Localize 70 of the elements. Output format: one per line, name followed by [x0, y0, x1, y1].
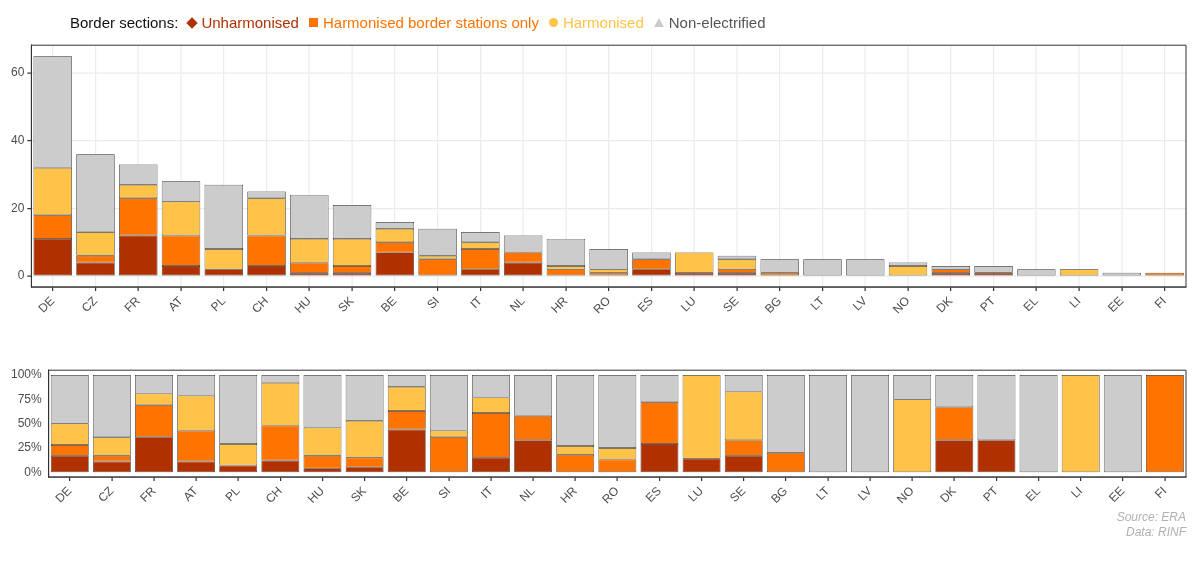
x-tick-label: SI	[435, 483, 454, 502]
x-tick-label: FI	[1151, 293, 1170, 312]
y-tick-label: 60	[10, 65, 25, 80]
x-tick-label: CZ	[95, 483, 117, 505]
x-tick-label: CH	[248, 293, 272, 316]
source-note: Source: ERA	[1115, 510, 1186, 525]
x-tick-label: IT	[478, 483, 496, 502]
x-tick-label: RO	[590, 293, 614, 317]
x-tick-label: HU	[304, 483, 327, 506]
legend-label: Harmonised	[561, 14, 644, 31]
x-tick-label: NL	[506, 293, 528, 315]
x-tick-label: FI	[1151, 483, 1170, 502]
x-tick-label: DE	[35, 293, 58, 316]
x-tick-label: IT	[467, 293, 486, 312]
y-tick-label: 25%	[17, 440, 43, 455]
x-tick-label: FR	[137, 483, 159, 505]
x-tick-label: NO	[889, 293, 913, 317]
x-tick-label: LU	[677, 293, 699, 315]
x-tick-label: CH	[262, 483, 285, 506]
x-tick-label: LT	[807, 293, 828, 313]
y-tick-label: 100%	[10, 367, 43, 382]
legend-title: Border sections:	[70, 14, 179, 31]
x-tick-label: BG	[762, 293, 785, 316]
x-tick-label: SK	[347, 483, 370, 505]
x-tick-label: LU	[685, 483, 707, 505]
x-tick-label: AT	[180, 483, 202, 504]
y-tick-label: 50%	[17, 415, 43, 430]
x-tick-label: NL	[516, 483, 538, 505]
x-tick-label: SI	[424, 293, 443, 312]
x-tick-label: ES	[642, 483, 664, 505]
x-tick-label: FR	[121, 293, 143, 315]
y-tick-label: 0%	[24, 464, 43, 479]
x-tick-label: HR	[548, 293, 571, 316]
x-tick-label: BG	[768, 483, 791, 506]
x-tick-label: HR	[557, 483, 580, 506]
x-tick-label: CZ	[78, 293, 100, 315]
x-tick-label: SE	[720, 293, 742, 315]
y-tick-label: 75%	[17, 391, 43, 406]
x-tick-label: PT	[980, 483, 1002, 505]
x-tick-label: AT	[165, 293, 186, 314]
y-tick-label: 0	[17, 268, 25, 283]
x-tick-label: EE	[1105, 293, 1127, 315]
x-tick-label: PL	[222, 483, 243, 505]
legend-label: Non-electrified	[667, 14, 766, 31]
x-tick-label: HU	[291, 293, 314, 316]
x-tick-label: NO	[894, 483, 917, 507]
x-tick-label: BE	[378, 293, 400, 315]
x-tick-label: EE	[1106, 483, 1128, 505]
x-tick-label: LV	[850, 293, 870, 314]
text: Data: RINF	[1125, 525, 1186, 540]
x-tick-label: PL	[207, 293, 229, 315]
y-tick-label: 40	[10, 133, 25, 148]
x-tick-label: ES	[634, 293, 656, 315]
y-tick-label: 20	[10, 200, 25, 215]
x-tick-label: RO	[599, 483, 622, 507]
x-tick-label: LI	[1068, 483, 1086, 501]
x-tick-label: EL	[1022, 483, 1044, 505]
x-tick-label: DE	[52, 483, 75, 506]
x-tick-label: PT	[977, 293, 999, 315]
x-tick-label: BE	[389, 483, 412, 505]
x-tick-label: LT	[813, 483, 833, 503]
x-tick-label: LI	[1066, 293, 1084, 311]
x-tick-label: DK	[937, 483, 959, 506]
x-tick-label: DK	[933, 293, 956, 316]
x-tick-label: SK	[335, 293, 357, 315]
legend-label: Unharmonised	[200, 14, 299, 31]
x-tick-label: SE	[726, 483, 749, 505]
legend-label: Harmonised border stations only	[321, 14, 539, 31]
x-tick-label: LV	[854, 483, 875, 504]
x-tick-label: EL	[1020, 293, 1042, 315]
